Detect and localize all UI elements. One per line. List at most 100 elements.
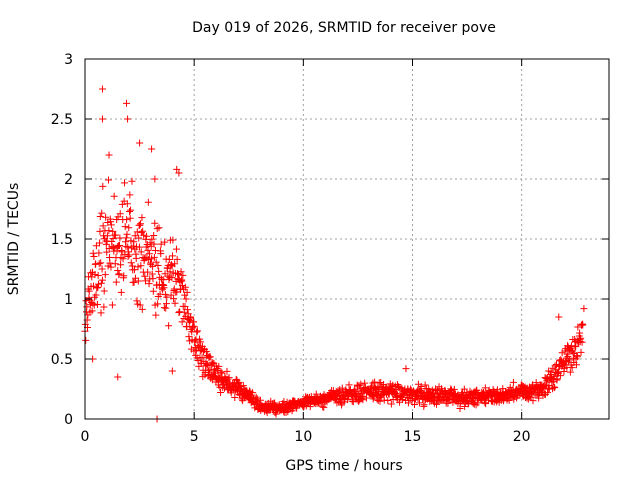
data-point [367, 382, 375, 390]
data-point [154, 300, 162, 308]
data-point [116, 234, 124, 242]
data-point [181, 283, 189, 291]
data-point [94, 272, 102, 280]
data-point [573, 352, 581, 360]
data-point [157, 250, 165, 258]
data-point [178, 318, 186, 326]
data-point [417, 382, 425, 390]
data-point [154, 262, 162, 270]
data-point [164, 272, 172, 280]
data-point [139, 227, 147, 235]
data-point [535, 394, 543, 402]
data-point [578, 338, 586, 346]
data-point [95, 260, 103, 268]
data-point [161, 238, 169, 246]
data-point [185, 333, 193, 341]
data-point [206, 366, 214, 374]
data-point [235, 378, 243, 386]
data-point [137, 248, 145, 256]
data-point [147, 261, 155, 269]
data-point [312, 390, 320, 398]
data-point [238, 385, 246, 393]
data-point [149, 262, 157, 270]
data-point [137, 262, 145, 270]
data-point [187, 314, 195, 322]
data-point [126, 214, 134, 222]
data-point [376, 392, 384, 400]
y-tick-label: 1 [64, 292, 73, 308]
data-point [572, 361, 580, 369]
data-point [177, 268, 185, 276]
data-point [122, 242, 130, 250]
data-point [98, 265, 106, 273]
data-point [214, 366, 222, 374]
data-point [140, 231, 148, 239]
data-point [99, 182, 107, 190]
data-point [150, 231, 158, 239]
y-tick-label: 1.5 [51, 232, 73, 248]
data-point [119, 255, 127, 263]
data-point [231, 394, 239, 402]
data-point [448, 386, 455, 394]
data-point [96, 213, 104, 221]
data-point [193, 327, 201, 335]
data-point [466, 387, 474, 395]
data-point [150, 253, 158, 261]
data-point [142, 235, 150, 243]
data-point [92, 291, 100, 299]
data-point [123, 230, 131, 238]
data-point [168, 274, 176, 282]
data-point [166, 268, 174, 276]
data-point [90, 282, 98, 290]
data-point [239, 382, 247, 390]
data-point [151, 175, 159, 183]
data-point [218, 369, 226, 377]
data-point [432, 387, 440, 395]
data-point [148, 235, 156, 243]
data-point [481, 399, 489, 407]
data-point [141, 272, 149, 280]
data-point [203, 360, 211, 368]
data-point [566, 356, 574, 364]
data-point [136, 301, 144, 309]
data-point [579, 321, 587, 329]
data-point [146, 239, 154, 247]
data-point [580, 305, 588, 313]
data-point [252, 393, 260, 401]
data-point [219, 384, 227, 392]
data-point [319, 403, 327, 411]
y-tick-label: 2.5 [51, 112, 73, 128]
data-point [556, 372, 564, 380]
data-point [93, 300, 101, 308]
data-point [82, 336, 90, 344]
data-point [555, 313, 563, 321]
data-point [562, 354, 570, 362]
data-point [374, 397, 382, 405]
data-point [125, 251, 133, 259]
data-point [165, 256, 173, 264]
data-point [127, 259, 135, 267]
data-point [171, 260, 179, 268]
data-point [209, 360, 217, 368]
data-point [167, 261, 175, 269]
data-point [208, 358, 216, 366]
data-point [143, 232, 151, 240]
data-point [377, 392, 385, 400]
data-point [105, 227, 113, 235]
data-point [124, 115, 132, 123]
data-point [114, 373, 122, 381]
data-point [204, 367, 212, 375]
data-point [572, 343, 580, 351]
data-point [179, 271, 187, 279]
data-point [232, 375, 240, 383]
data-point [133, 297, 141, 305]
data-point [96, 239, 104, 247]
data-point [130, 238, 138, 246]
data-point [98, 209, 106, 217]
data-point [151, 219, 159, 227]
data-point [573, 353, 581, 361]
data-point [170, 295, 178, 303]
data-point [433, 400, 441, 408]
data-point [178, 281, 186, 289]
